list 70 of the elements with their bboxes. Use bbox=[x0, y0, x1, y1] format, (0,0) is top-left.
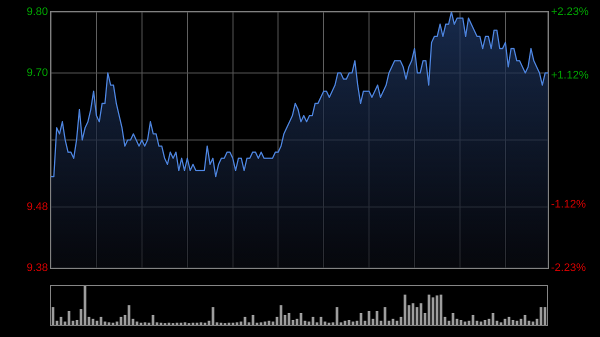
bar bbox=[396, 320, 398, 325]
bar bbox=[268, 320, 270, 325]
bar bbox=[472, 314, 474, 325]
bar bbox=[360, 312, 362, 325]
bar bbox=[460, 320, 462, 325]
bar bbox=[432, 297, 434, 325]
bar bbox=[84, 286, 86, 325]
bar bbox=[540, 307, 542, 325]
bar bbox=[436, 295, 438, 325]
bar bbox=[480, 322, 482, 325]
bar bbox=[68, 311, 70, 325]
bar bbox=[516, 320, 518, 325]
bar bbox=[100, 316, 102, 325]
y-tick-label: 9.70 bbox=[26, 66, 48, 79]
bar bbox=[520, 318, 522, 325]
y2-tick-label: +1.12% bbox=[551, 70, 589, 82]
bar bbox=[524, 314, 526, 325]
y-tick-label: 9.38 bbox=[26, 262, 48, 274]
bar bbox=[200, 322, 202, 325]
bar bbox=[252, 314, 254, 325]
bar bbox=[500, 322, 502, 325]
bar bbox=[428, 294, 430, 325]
bar bbox=[92, 318, 94, 325]
bar bbox=[288, 312, 290, 325]
bar bbox=[312, 316, 314, 325]
bar bbox=[452, 312, 454, 325]
bar bbox=[120, 316, 122, 325]
bar bbox=[384, 307, 386, 325]
bar bbox=[368, 311, 370, 325]
y2-tick-label: -2.23% bbox=[551, 262, 586, 274]
bar bbox=[184, 322, 186, 325]
bar bbox=[492, 312, 494, 325]
bar bbox=[260, 322, 262, 325]
bar bbox=[128, 305, 130, 325]
bar bbox=[320, 316, 322, 325]
bar bbox=[508, 316, 510, 325]
bar bbox=[412, 303, 414, 325]
bar bbox=[404, 294, 406, 325]
y-tick-label: 9.80 bbox=[26, 6, 48, 18]
bar bbox=[236, 322, 238, 325]
bar bbox=[96, 320, 98, 325]
bar bbox=[512, 320, 514, 325]
bar bbox=[344, 320, 346, 325]
bar bbox=[52, 307, 54, 325]
bar bbox=[464, 322, 466, 325]
bar bbox=[352, 322, 354, 325]
bar bbox=[212, 307, 214, 325]
bar bbox=[348, 320, 350, 325]
bar bbox=[532, 322, 534, 325]
bar bbox=[244, 316, 246, 325]
y2-tick-label: -1.12% bbox=[551, 198, 586, 210]
bar bbox=[504, 318, 506, 325]
y2-tick-label: +2.23% bbox=[551, 6, 589, 18]
bar bbox=[264, 322, 266, 325]
bar bbox=[144, 322, 146, 325]
bar bbox=[376, 311, 378, 325]
bar bbox=[440, 294, 442, 325]
bar bbox=[300, 312, 302, 325]
bar bbox=[392, 318, 394, 325]
bar bbox=[484, 320, 486, 325]
bar bbox=[336, 307, 338, 325]
bar bbox=[136, 322, 138, 325]
bar bbox=[416, 307, 418, 325]
y-tick-label: 9.48 bbox=[26, 201, 48, 214]
bar bbox=[60, 316, 62, 325]
bar bbox=[108, 322, 110, 325]
bar bbox=[544, 307, 546, 325]
bar bbox=[280, 305, 282, 325]
bar bbox=[152, 314, 154, 325]
bar bbox=[420, 303, 422, 325]
